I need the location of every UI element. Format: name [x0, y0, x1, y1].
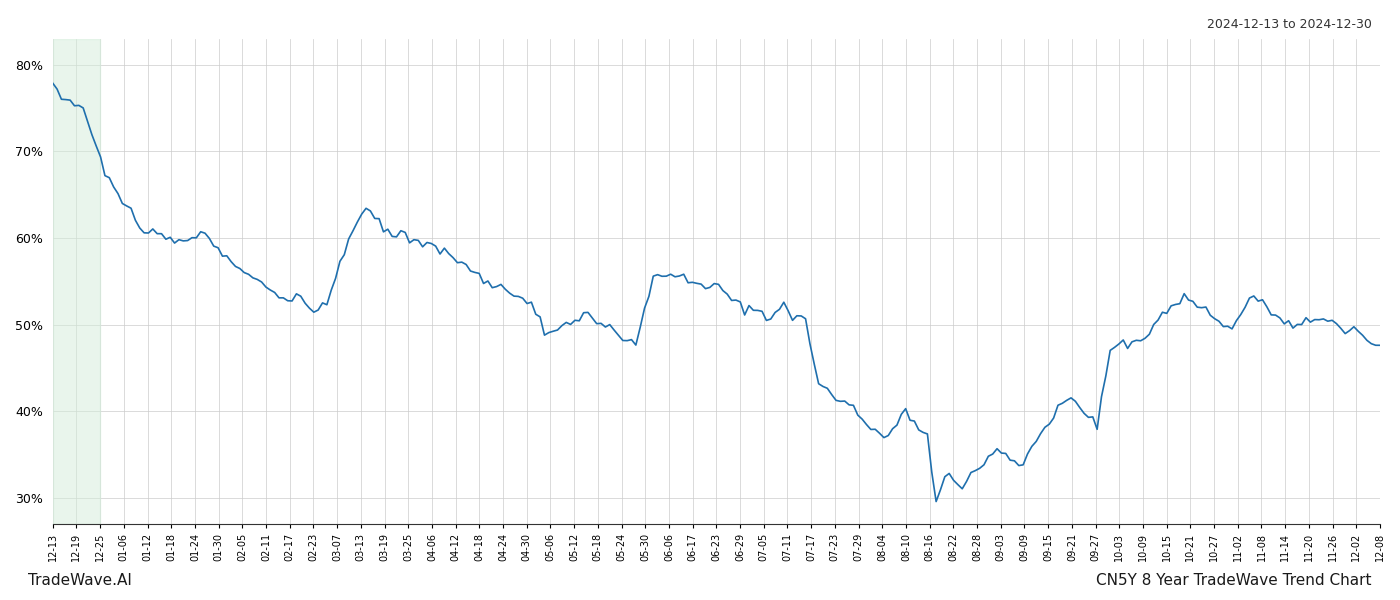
- Text: CN5Y 8 Year TradeWave Trend Chart: CN5Y 8 Year TradeWave Trend Chart: [1096, 573, 1372, 588]
- Text: TradeWave.AI: TradeWave.AI: [28, 573, 132, 588]
- Text: 2024-12-13 to 2024-12-30: 2024-12-13 to 2024-12-30: [1207, 18, 1372, 31]
- Bar: [53, 39, 101, 524]
